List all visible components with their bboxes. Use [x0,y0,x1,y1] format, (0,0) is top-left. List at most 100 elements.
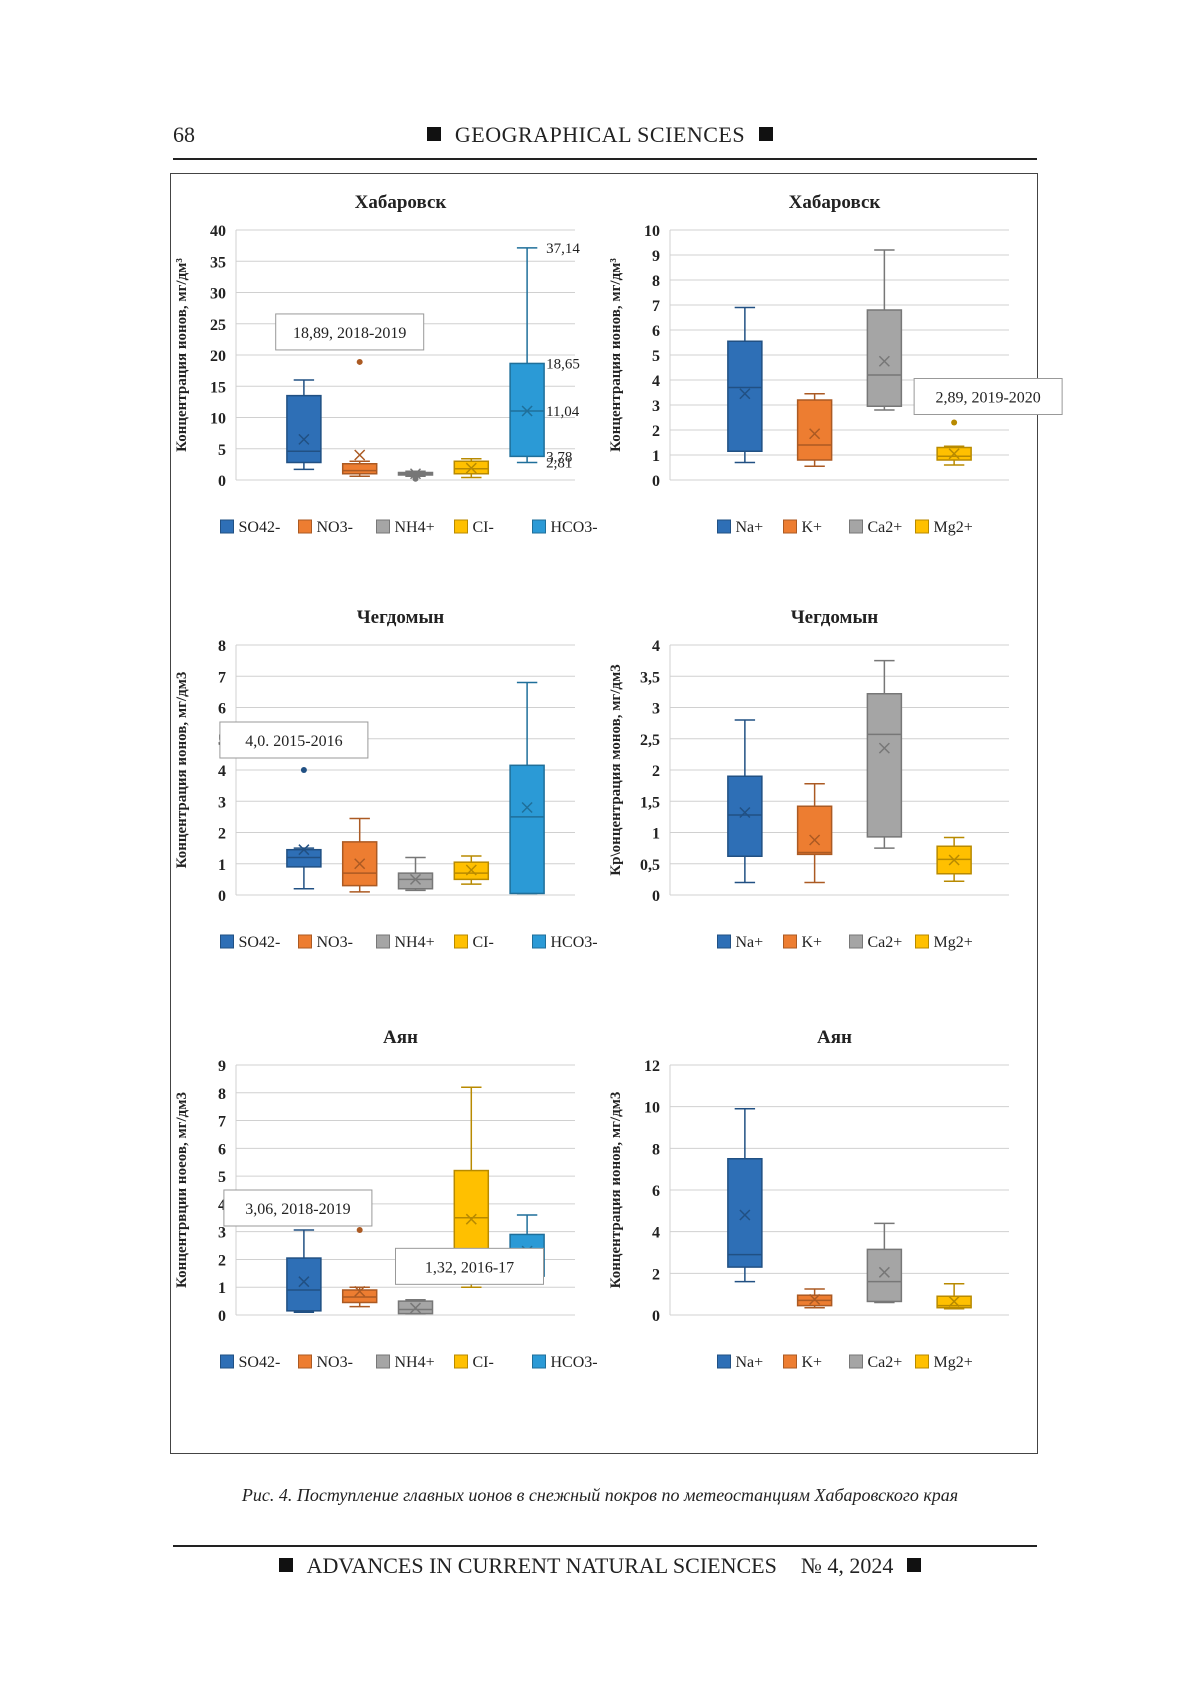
running-header: GEOGRAPHICAL SCIENCES [0,122,1200,148]
legend-swatch [298,934,312,949]
page-number: 68 [173,122,195,147]
mean-marker [298,433,310,445]
legend-swatch [454,519,468,534]
box-iqr [796,399,833,461]
footer-rule [173,1545,1037,1547]
legend-swatch [220,1354,234,1369]
y-tick-label: 0 [218,1308,226,1325]
mean-marker [878,742,890,754]
y-tick-label: 30 [210,286,226,303]
chart-title: Чегдомын [791,607,879,628]
data-label: 11,04 [546,404,580,420]
y-tick-label: 6 [652,1183,660,1200]
y-tick-label: 8 [218,638,226,655]
mean-marker [809,1293,821,1305]
legend-item: Ca2+ [849,519,902,536]
chart-panel-ayan-cations: Аян Концентрация ионов, мг/дм3 0 2 4 6 8 10 12 Na… [604,1015,1034,1415]
legend-swatch [717,934,731,949]
box-no3 [341,1227,378,1308]
y-tick-label: 9 [218,1058,226,1075]
box-iqr [866,693,903,838]
legend-item: CI- [454,519,494,536]
box-k [796,783,833,884]
callout-frame [219,721,369,759]
y-tick-label: 5 [652,348,660,365]
legend-item: Mg2+ [915,519,973,536]
legend: Na+ K+ Ca2+ Mg2+ [717,1354,973,1371]
mean-marker [465,462,477,474]
y-tick-label: 0 [218,888,226,905]
legend-swatch [915,1354,929,1369]
y-tick-label: 20 [210,348,226,365]
legend-item: NH4+ [376,519,435,536]
y-tick-label: 12 [644,1058,660,1075]
callout-label: 3,06, 2018-2019 [245,1201,350,1218]
y-tick-label: 10 [644,223,660,240]
legend-swatch [783,519,797,534]
legend-label: CI- [473,519,494,536]
box-iqr [866,1248,903,1303]
y-tick-label: 2 [652,423,660,440]
data-label: 37,14 [546,241,580,257]
box-plot-chart: Хабаровск Концентрация ионов, мг/дм³ 0 1 2 3 4… [608,192,1063,536]
mean-marker [354,858,366,870]
chart-panel-chegdomyn-cations: Чегдомын Кр\онцентрация монов, мг/дм3 0 0,5… [604,595,1034,995]
mean-marker [948,1295,960,1307]
legend-swatch [454,934,468,949]
legend-swatch [220,934,234,949]
y-tick-label: 1,5 [640,794,660,811]
box-iqr [796,805,833,856]
legend-label: NH4+ [395,519,435,536]
legend-item: Na+ [717,934,763,951]
legend-swatch [298,1354,312,1369]
legend-label: SO42- [239,1354,281,1371]
legend-item: K+ [783,519,823,536]
legend-label: Na+ [736,1354,764,1371]
legend-swatch [783,1354,797,1369]
legend-label: K+ [802,519,823,536]
legend-label: CI- [473,934,494,951]
box-nh4 [397,1275,434,1315]
box-iqr [397,872,434,890]
y-axis-label: Концентрация ионов, мг/дм³ [608,258,624,452]
legend-swatch [849,1354,863,1369]
outlier-point [356,1227,363,1233]
mean-marker [739,806,751,819]
box-nh4 [397,468,434,482]
legend: Na+ K+ Ca2+ Mg2+ [717,519,973,536]
legend-label: NO3- [317,1354,353,1371]
y-tick-label: 2,5 [640,732,660,749]
legend: SO42- NO3- NH4+ CI- HCO3- [220,1354,598,1371]
callout-frame [275,313,425,351]
legend-swatch [376,519,390,534]
legend-item: HCO3- [532,519,598,536]
box-na [727,719,763,884]
box-iqr [341,463,378,475]
legend-swatch [849,519,863,534]
box-na [727,306,763,464]
mean-marker [948,448,960,460]
mean-marker [409,1302,422,1314]
y-tick-label: 0 [218,473,226,490]
callout-frame [223,1189,373,1227]
box-no3 [341,817,378,893]
legend-item: Mg2+ [915,1354,973,1371]
legend-label: Mg2+ [934,519,973,536]
box-nh4 [397,856,434,892]
outlier-point [356,358,363,365]
y-axis-label: Кр\онцентрация монов, мг/дм3 [608,664,624,875]
mean-marker [521,405,533,417]
box-plot-chart: Аян Концентрация ионов, мг/дм3 0 2 4 6 8 10 12 Na… [608,1027,1009,1371]
legend-item: Na+ [717,1354,764,1371]
legend-swatch [532,1354,546,1369]
box-iqr [286,394,322,464]
y-tick-label: 3,5 [640,669,660,686]
mean-marker [809,834,821,846]
box-ca2 [866,1222,903,1304]
chart-title: Аян [383,1027,418,1048]
box-so42 [286,379,322,471]
box-k [796,1288,833,1309]
box-plot-chart: Чегдомын Кр\онцентрация монов, мг/дм3 0 0,5… [608,607,1009,951]
y-tick-label: 4 [652,638,660,655]
